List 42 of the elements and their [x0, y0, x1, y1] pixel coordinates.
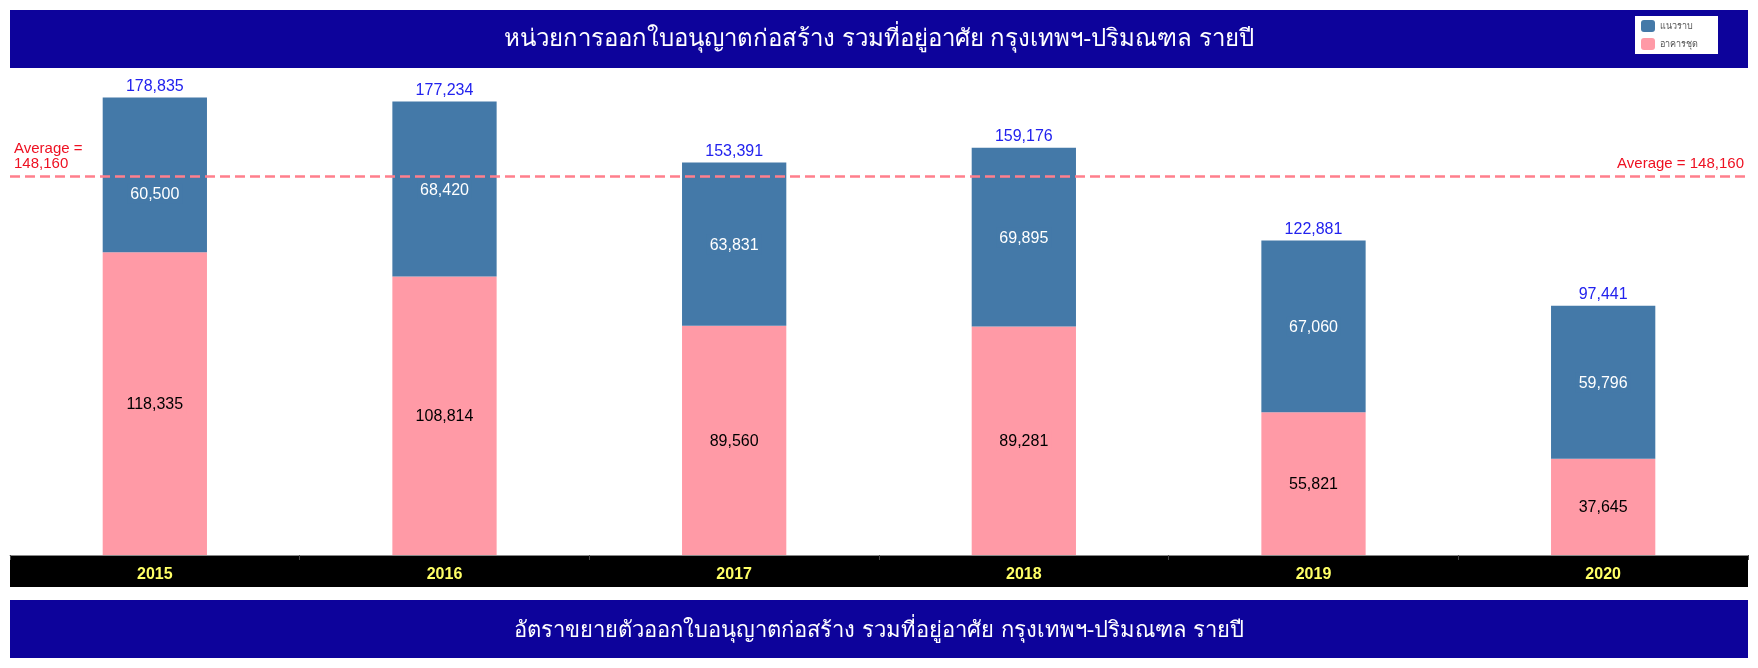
bar	[102, 97, 207, 253]
text: อัตราขยายตัวออกใบอนุญาตก่อสร้าง รวมที่อยู่อาศัย กรุงเทพฯ-ปริมณฑล รายปี	[10, 600, 1748, 658]
bar	[1551, 458, 1656, 555]
data-label: 69,895	[999, 228, 1049, 246]
total-label: 97,441	[1578, 285, 1628, 303]
legend-label: แนวราบ	[1660, 21, 1693, 31]
x-tick-label: 2016	[426, 564, 463, 582]
total-label: 159,176	[994, 127, 1053, 145]
data-label: 55,821	[1289, 475, 1339, 493]
total-label: 178,835	[125, 76, 184, 94]
data-label: 118,335	[126, 395, 184, 413]
bar	[392, 276, 497, 555]
bar	[1261, 412, 1366, 555]
x-tick-label: 2017	[716, 564, 753, 582]
bar	[1261, 240, 1366, 413]
bar	[682, 162, 787, 326]
data-label: 108,814	[415, 407, 474, 425]
bar	[102, 252, 207, 555]
data-label: 89,560	[709, 431, 759, 449]
legend-label: อาคารชุด	[1660, 39, 1698, 50]
bar	[392, 101, 497, 277]
x-tick-label: 2020	[1585, 564, 1622, 582]
chart-title: หน่วยการออกใบอนุญาตก่อสร้าง รวมที่อยู่อาศัย กรุงเทพฯ-ปริมณฑล รายปี	[504, 20, 1254, 53]
bar	[1551, 305, 1656, 459]
text: Average = 148,160	[14, 138, 83, 171]
total-label: 122,881	[1284, 220, 1343, 238]
data-label: 89,281	[999, 432, 1049, 450]
x-tick-label: 2018	[1006, 564, 1042, 582]
data-label: 67,060	[1289, 317, 1339, 335]
data-label: 59,796	[1578, 373, 1628, 391]
bar	[971, 326, 1076, 555]
data-label: 68,420	[420, 180, 470, 198]
x-tick-label: 2015	[137, 564, 173, 582]
bar	[682, 325, 787, 555]
data-label: 60,500	[130, 185, 180, 203]
total-label: 153,391	[705, 142, 764, 160]
bar	[971, 147, 1076, 327]
data-label: 63,831	[709, 235, 759, 253]
total-label: 177,234	[415, 81, 474, 99]
data-label: 37,645	[1578, 498, 1628, 516]
x-tick-label: 2019	[1295, 564, 1332, 582]
ref-line-label: Average = 148,160	[1617, 153, 1744, 171]
